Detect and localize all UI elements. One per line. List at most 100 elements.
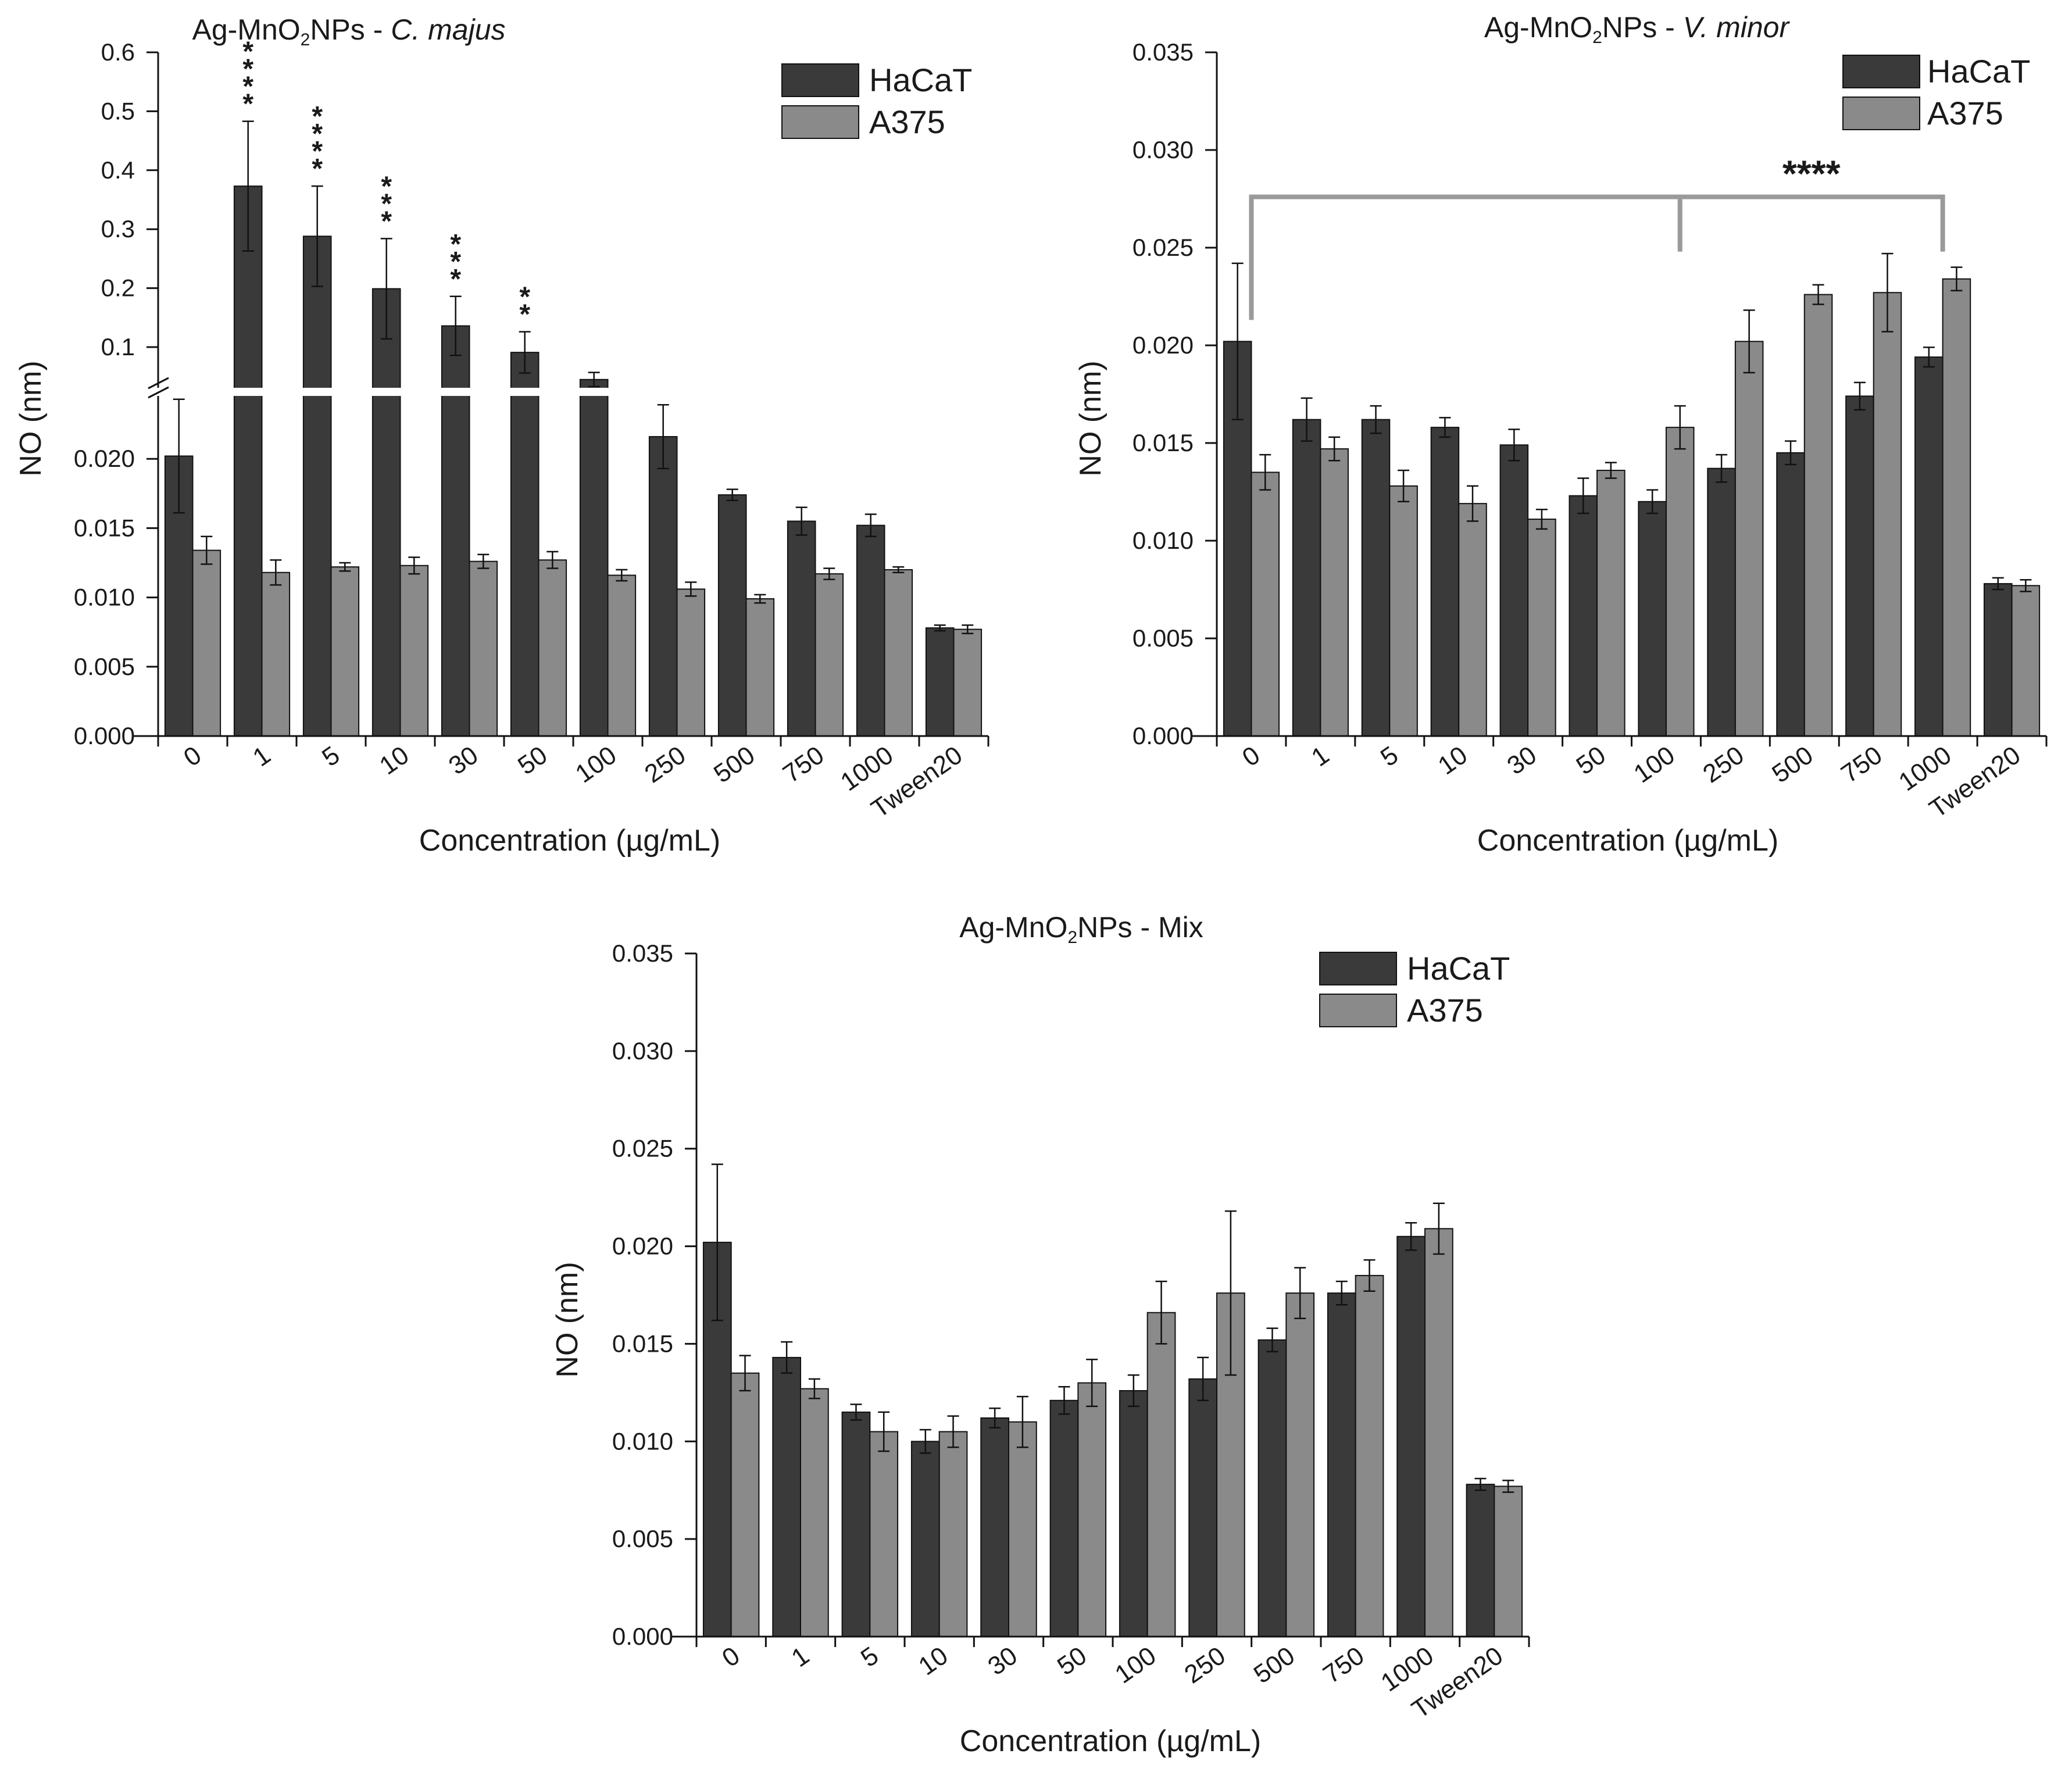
y-tick-label: 0.3: [101, 215, 135, 242]
x-tick-label: 500: [1767, 741, 1818, 788]
bar-hacat: [1188, 1378, 1218, 1638]
y-tick-label: 0.015: [1133, 429, 1194, 456]
bar-hacat: [787, 520, 816, 737]
bar-a375: [953, 628, 983, 737]
bar-a375: [1665, 427, 1695, 737]
x-tick-label: 750: [1318, 1641, 1369, 1689]
significance-marker: ****: [312, 101, 323, 184]
y-tick-label: 0.020: [1133, 331, 1194, 359]
bar-a375: [1494, 1485, 1523, 1637]
legend-label-a375: A375: [1927, 95, 2003, 131]
x-axis-label: Concentration (µg/mL): [419, 824, 720, 858]
bar-a375: [1251, 472, 1280, 737]
bar-a375: [1285, 1292, 1315, 1637]
legend-swatch-hacat: [1842, 55, 1920, 88]
x-tick-label: 30: [1502, 741, 1542, 780]
y-tick-label: 0.1: [101, 333, 135, 360]
bar-a375: [1734, 341, 1764, 737]
bar-hacat: [1914, 356, 1944, 737]
bar-a375: [261, 572, 291, 737]
bar-a375: [1008, 1421, 1037, 1638]
significance-marker: ****: [242, 37, 253, 120]
x-tick-label: 10: [913, 1641, 953, 1681]
y-tick-label: 0.005: [1133, 624, 1194, 652]
bar-a375: [884, 569, 913, 737]
bar-hacat: [1258, 1339, 1287, 1638]
x-axis-label: Concentration (µg/mL): [960, 1724, 1261, 1758]
bar-hacat: [510, 352, 540, 737]
legend-label-hacat: HaCaT: [1407, 950, 1510, 987]
x-tick-label: 1: [787, 1641, 814, 1673]
x-tick-label: 500: [709, 741, 760, 788]
y-tick-label: 0.2: [101, 274, 135, 302]
x-tick-label: 750: [778, 741, 829, 788]
y-tick-label: 0.015: [612, 1330, 673, 1357]
axis-break-gap: [145, 388, 994, 396]
bar-hacat: [648, 436, 678, 737]
bar-a375: [538, 559, 567, 737]
y-tick-label: 0.015: [74, 514, 135, 541]
x-tick-label: 50: [513, 741, 552, 780]
legend-label-a375: A375: [1407, 992, 1483, 1028]
bar-hacat: [233, 185, 263, 737]
x-tick-label: 30: [983, 1641, 1023, 1681]
chart-title: Ag-MnO2NPs - Mix: [959, 911, 1203, 947]
y-tick-label: 0.025: [1133, 234, 1194, 261]
significance-marker: **: [519, 282, 530, 330]
x-tick-label: 750: [1836, 741, 1887, 788]
legend-label-a375: A375: [869, 103, 945, 140]
bar-hacat: [980, 1417, 1010, 1637]
bar-hacat: [302, 235, 332, 737]
bar-a375: [330, 566, 360, 737]
bar-hacat: [579, 378, 609, 737]
x-tick-label: 5: [856, 1641, 884, 1673]
bar-hacat: [717, 494, 747, 737]
bar-hacat: [1361, 419, 1391, 737]
bar-a375: [1320, 448, 1349, 737]
legend-swatch-hacat: [781, 63, 859, 97]
chart-mix: Ag-MnO2NPs - Mix 0 1 5 10 30 50 100 250 500 750 10…: [551, 911, 1530, 1758]
bar-hacat: [371, 288, 401, 737]
bar-a375: [607, 574, 637, 737]
axis-break-mark: [148, 377, 169, 390]
x-tick-label: 5: [1376, 741, 1403, 772]
x-tick-label: 10: [1433, 741, 1473, 780]
y-tick-label: 0.035: [1133, 38, 1194, 66]
bar-a375: [1596, 470, 1626, 737]
x-tick-label: 30: [444, 741, 483, 780]
bar-hacat: [1466, 1484, 1495, 1637]
x-tick-label: 250: [1698, 741, 1749, 788]
x-tick-label: 250: [640, 741, 691, 788]
bar-a375: [730, 1372, 760, 1637]
bar-a375: [1803, 294, 1833, 737]
legend-swatch-a375: [1842, 97, 1920, 130]
y-tick-label: 0.5: [101, 97, 135, 124]
legend-swatch-a375: [781, 105, 859, 139]
y-tick-label: 0.020: [74, 445, 135, 472]
x-axis-label: Concentration (µg/mL): [1477, 824, 1778, 858]
significance-bracket: [1249, 194, 1945, 320]
y-axis-label: NO (nm): [1074, 360, 1108, 476]
x-tick-label: 5: [317, 741, 345, 772]
x-tick-label: 0: [1237, 741, 1265, 772]
x-tick-label: 0: [717, 1641, 745, 1673]
bar-a375: [1458, 503, 1487, 737]
bar-a375: [2011, 585, 2041, 737]
significance-marker: ****: [1782, 153, 1841, 195]
x-tick-label: 500: [1249, 1641, 1300, 1689]
legend-swatch-a375: [1319, 994, 1397, 1027]
y-tick-label: 0.030: [1133, 136, 1194, 163]
bar-hacat: [1327, 1292, 1356, 1637]
bar-hacat: [910, 1441, 940, 1637]
bar-hacat: [441, 325, 470, 737]
bar-a375: [676, 588, 706, 737]
bar-a375: [469, 560, 498, 737]
y-tick-label: 0.000: [612, 1623, 673, 1650]
x-tick-label: 50: [1571, 741, 1611, 780]
bar-a375: [1389, 485, 1418, 737]
y-tick-label: 0.4: [101, 156, 135, 184]
x-tick-label: 50: [1052, 1641, 1092, 1681]
bar-hacat: [1983, 583, 2013, 737]
bar-a375: [745, 598, 775, 737]
